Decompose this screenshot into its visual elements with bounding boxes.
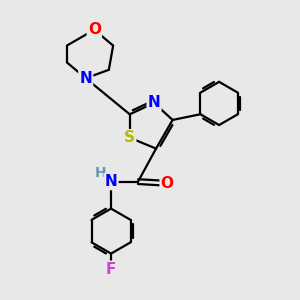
Text: N: N [148,95,160,110]
Text: O: O [88,22,101,37]
Text: N: N [80,71,92,86]
Text: O: O [161,176,174,190]
Text: S: S [124,130,135,145]
Text: N: N [105,174,117,189]
Text: F: F [106,262,116,277]
Text: H: H [95,166,106,180]
